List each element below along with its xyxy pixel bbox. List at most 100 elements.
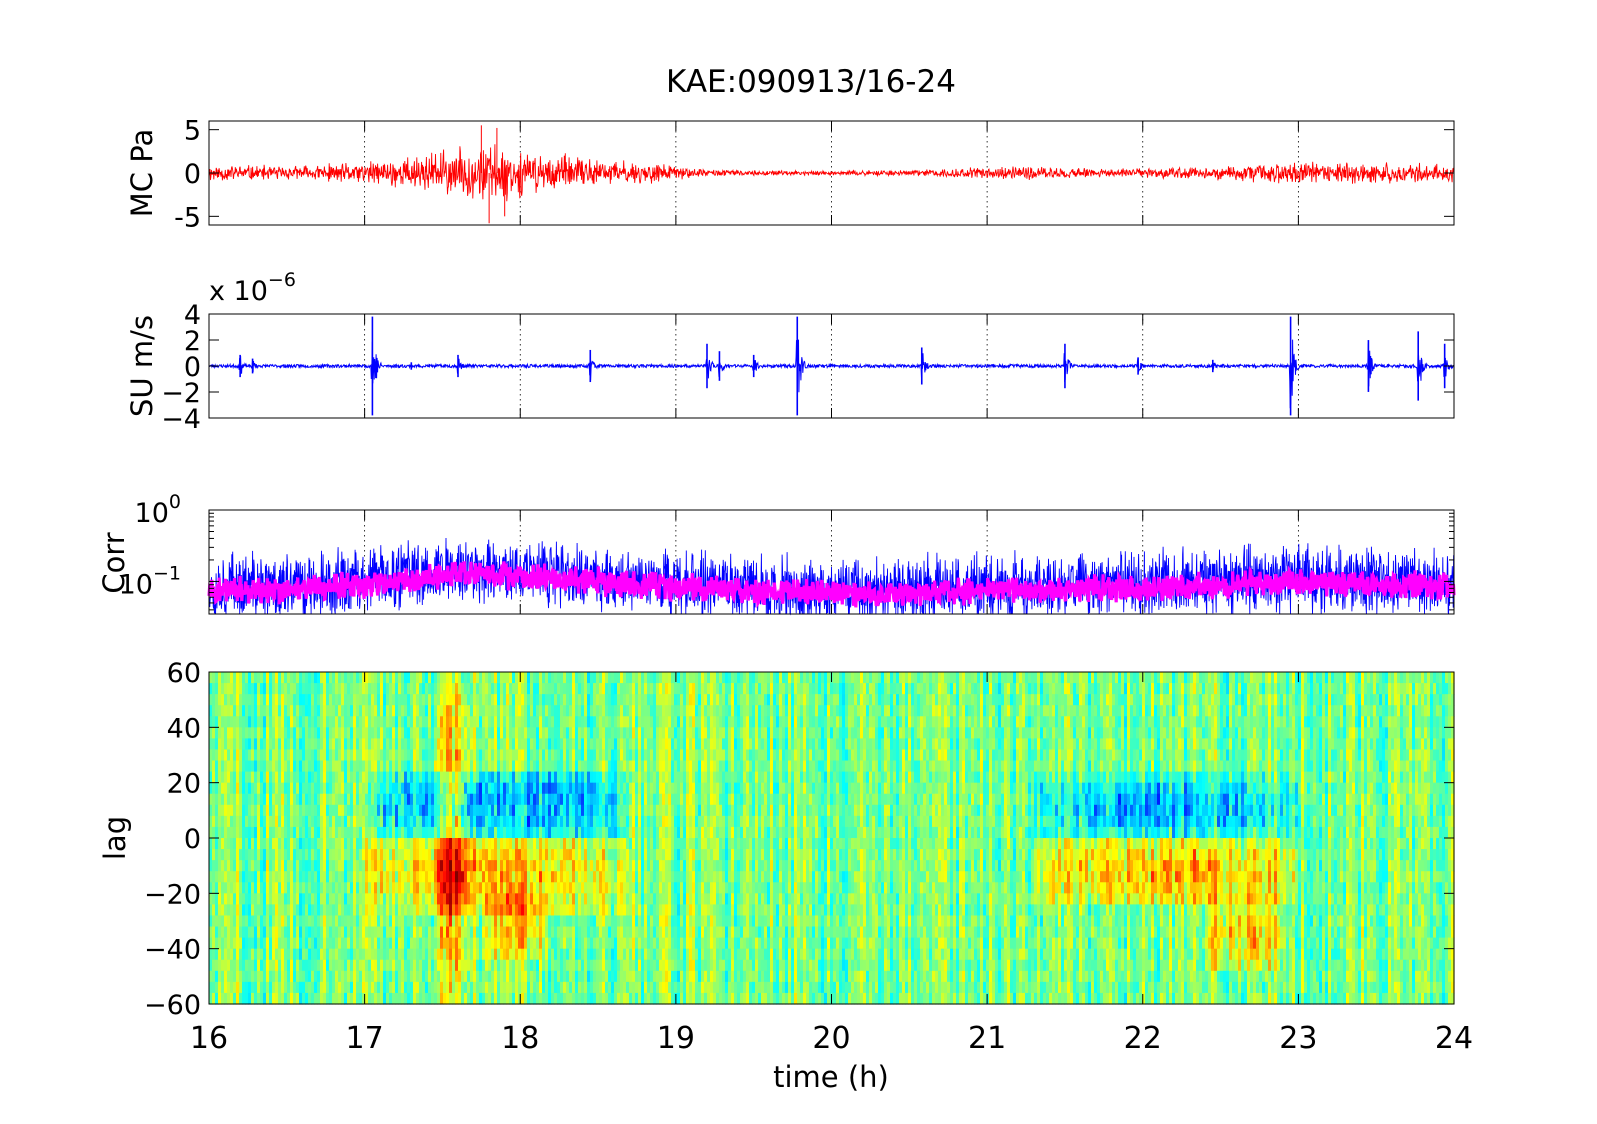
heatmap-cell — [485, 738, 489, 751]
heatmap-cell — [353, 948, 357, 961]
heatmap-cell — [542, 893, 546, 905]
heatmap-cell — [305, 672, 309, 684]
heatmap-cell — [470, 815, 474, 828]
heatmap-cell — [422, 815, 426, 828]
heatmap-cell — [389, 771, 393, 784]
heatmap-cell — [323, 672, 327, 684]
heatmap-cell — [461, 804, 465, 817]
heatmap-cell — [365, 970, 369, 983]
heatmap-cell — [374, 937, 378, 950]
heatmap-cell — [422, 683, 426, 695]
heatmap-cell — [551, 849, 555, 861]
heatmap-cell — [323, 705, 327, 717]
heatmap-cell — [455, 815, 459, 828]
heatmap-cell — [323, 992, 327, 1005]
heatmap-cell — [569, 804, 573, 817]
heatmap-cell — [623, 749, 627, 762]
heatmap-cell — [590, 893, 594, 905]
heatmap-cell — [455, 705, 459, 717]
heatmap-cell — [212, 694, 216, 706]
heatmap-cell — [593, 760, 597, 773]
heatmap-cell — [464, 959, 468, 972]
heatmap-cell — [686, 760, 690, 773]
heatmap-cell — [245, 904, 249, 917]
heatmap-cell — [215, 672, 219, 684]
heatmap-cell — [485, 815, 489, 828]
heatmap-cell — [320, 771, 324, 784]
heatmap-cell — [269, 948, 273, 961]
heatmap-cell — [554, 826, 558, 839]
heatmap-cell — [629, 782, 633, 795]
heatmap-cell — [341, 882, 345, 894]
heatmap-cell — [272, 893, 276, 905]
heatmap-cell — [560, 871, 564, 883]
heatmap-cell — [413, 981, 417, 994]
heatmap-cell — [578, 793, 582, 806]
heatmap-cell — [242, 937, 246, 950]
heatmap-cell — [542, 871, 546, 883]
heatmap-cell — [620, 904, 624, 917]
heatmap-cell — [266, 926, 270, 939]
heatmap-cell — [596, 760, 600, 773]
heatmap-cell — [224, 782, 228, 795]
heatmap-cell — [473, 793, 477, 806]
heatmap-cell — [638, 860, 642, 872]
heatmap-cell — [416, 804, 420, 817]
heatmap-cell — [677, 782, 681, 795]
heatmap-cell — [323, 760, 327, 773]
heatmap-cell — [521, 738, 525, 751]
heatmap-cell — [602, 826, 606, 839]
heatmap-cell — [365, 838, 369, 850]
heatmap-cell — [458, 970, 462, 983]
heatmap-cell — [341, 871, 345, 883]
heatmap-cell — [503, 683, 507, 695]
heatmap-cell — [560, 804, 564, 817]
heatmap-cell — [221, 838, 225, 850]
heatmap-cell — [404, 672, 408, 684]
heatmap-cell — [260, 771, 264, 784]
heatmap-cell — [275, 937, 279, 950]
heatmap-cell — [419, 694, 423, 706]
heatmap-cell — [551, 683, 555, 695]
heatmap-cell — [608, 915, 612, 928]
heatmap-cell — [653, 782, 657, 795]
heatmap-cell — [230, 970, 234, 983]
heatmap-cell — [596, 771, 600, 784]
heatmap-cell — [257, 882, 261, 894]
heatmap-cell — [356, 826, 360, 839]
heatmap-cell — [383, 716, 387, 728]
heatmap-cell — [335, 871, 339, 883]
heatmap-cell — [281, 716, 285, 728]
heatmap-cell — [419, 992, 423, 1005]
heatmap-cell — [392, 915, 396, 928]
heatmap-cell — [455, 937, 459, 950]
heatmap-cell — [647, 760, 651, 773]
heatmap-cell — [554, 771, 558, 784]
heatmap-cell — [218, 904, 222, 917]
heatmap-cell — [269, 849, 273, 861]
heatmap-cell — [248, 992, 252, 1005]
heatmap-cell — [575, 815, 579, 828]
heatmap-cell — [281, 683, 285, 695]
heatmap-cell — [407, 860, 411, 872]
heatmap-cell — [233, 683, 237, 695]
heatmap-cell — [533, 849, 537, 861]
heatmap-cell — [314, 672, 318, 684]
heatmap-cell — [491, 893, 495, 905]
heatmap-cell — [380, 860, 384, 872]
heatmap-cell — [290, 749, 294, 762]
heatmap-cell — [380, 716, 384, 728]
heatmap-cell — [254, 981, 258, 994]
heatmap-cell — [479, 915, 483, 928]
heatmap-cell — [635, 749, 639, 762]
heatmap-cell — [317, 738, 321, 751]
heatmap-cell — [488, 727, 492, 739]
heatmap-cell — [620, 871, 624, 883]
heatmap-cell — [347, 705, 351, 717]
heatmap-cell — [482, 915, 486, 928]
heatmap-cell — [254, 727, 258, 739]
heatmap-cell — [449, 981, 453, 994]
heatmap-cell — [479, 815, 483, 828]
heatmap-cell — [293, 904, 297, 917]
heatmap-cell — [479, 804, 483, 817]
